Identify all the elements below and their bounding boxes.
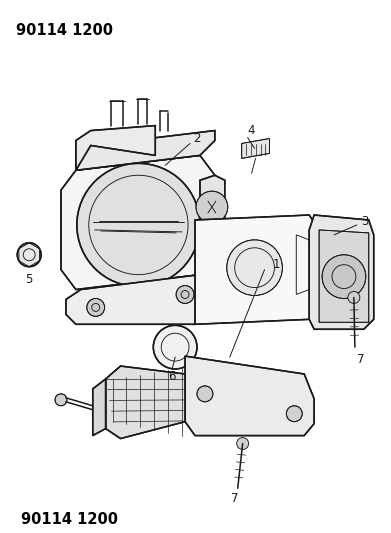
Polygon shape — [66, 274, 210, 324]
Polygon shape — [76, 126, 155, 171]
Polygon shape — [200, 175, 225, 240]
Circle shape — [237, 438, 249, 449]
Text: 90114 1200: 90114 1200 — [16, 23, 113, 38]
Circle shape — [348, 292, 360, 303]
Polygon shape — [185, 356, 314, 435]
Circle shape — [77, 163, 200, 287]
Circle shape — [286, 406, 302, 422]
Polygon shape — [195, 215, 319, 324]
Circle shape — [196, 191, 228, 223]
Text: 90114 1200: 90114 1200 — [21, 512, 118, 528]
Polygon shape — [242, 139, 269, 158]
Polygon shape — [93, 379, 106, 435]
Circle shape — [227, 240, 282, 295]
Circle shape — [17, 243, 41, 266]
Text: 1: 1 — [273, 258, 280, 271]
Text: 7: 7 — [357, 353, 364, 366]
Text: 5: 5 — [25, 273, 33, 286]
Polygon shape — [61, 156, 215, 289]
Text: 7: 7 — [231, 491, 239, 505]
Polygon shape — [76, 131, 215, 171]
Text: 4: 4 — [248, 124, 255, 137]
Circle shape — [87, 298, 105, 317]
Text: 2: 2 — [193, 132, 201, 145]
Circle shape — [55, 394, 67, 406]
Polygon shape — [309, 215, 374, 329]
Circle shape — [197, 386, 213, 402]
Circle shape — [176, 286, 194, 303]
Circle shape — [322, 255, 366, 298]
Circle shape — [153, 325, 197, 369]
Circle shape — [77, 163, 200, 287]
Text: 6: 6 — [169, 370, 176, 383]
Text: 3: 3 — [361, 215, 368, 229]
Polygon shape — [106, 366, 185, 439]
Polygon shape — [319, 230, 369, 322]
